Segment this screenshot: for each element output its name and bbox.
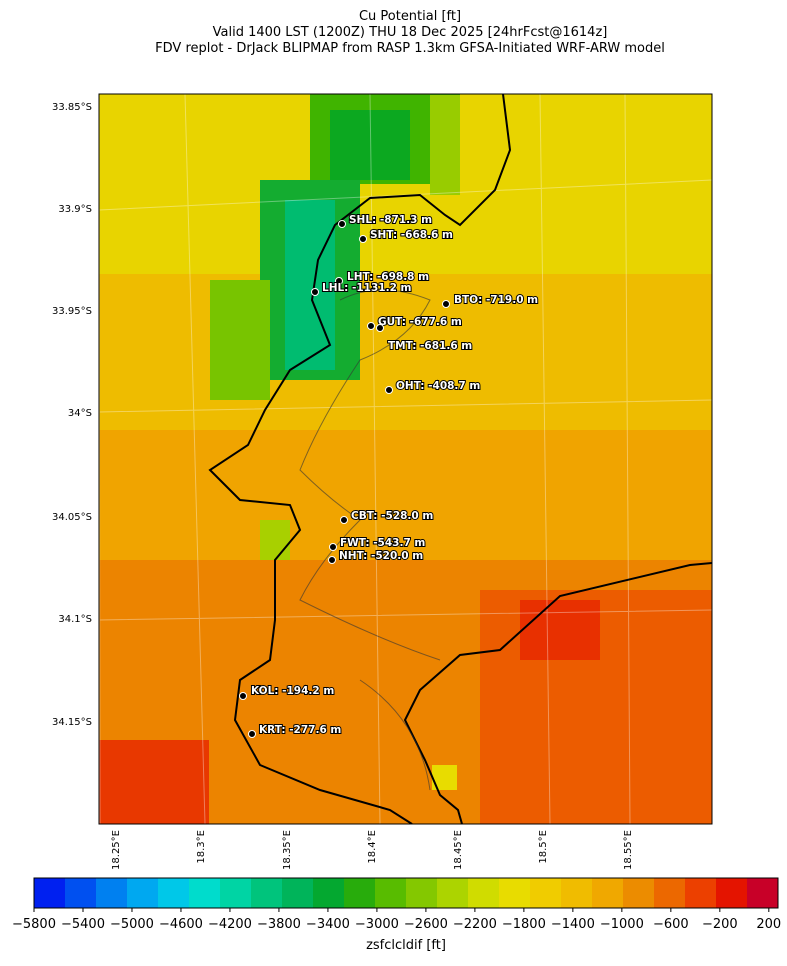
- title-line: Valid 1400 LST (1200Z) THU 18 Dec 2025 […: [213, 25, 608, 40]
- station-dot: [311, 288, 319, 296]
- stations: SHL: -871.3 m SHT: -668.6 m LHT: -698.8 mL…: [239, 213, 539, 738]
- lon-label: 18.4°E: [367, 830, 378, 864]
- colorbar-tick-label: −3400: [306, 917, 350, 932]
- lat-label: 33.85°S: [52, 102, 92, 113]
- colorbar-swatch: [34, 878, 66, 908]
- colorbar-swatch: [592, 878, 624, 908]
- station-label: NHT: -520.0 m: [339, 550, 423, 562]
- colorbar-swatch: [499, 878, 531, 908]
- station-dot: [248, 730, 256, 738]
- colorbar-swatch: [127, 878, 159, 908]
- station-dot: [335, 277, 343, 285]
- lat-label: 33.95°S: [52, 306, 92, 317]
- colorbar-swatch: [685, 878, 717, 908]
- colorbar-swatch: [65, 878, 97, 908]
- colorbar: −5800 −5400 −5000 −4600 −4200 −3800 −3400 −3000…: [12, 877, 781, 932]
- colorbar-swatch: [158, 878, 190, 908]
- colorbar-swatch: [282, 878, 314, 908]
- station-dot: [376, 324, 384, 332]
- colorbar-swatch: [375, 878, 407, 908]
- colorbar-swatch: [251, 878, 283, 908]
- station-dot: [385, 386, 393, 394]
- colorbar-tick-label: −600: [653, 917, 689, 932]
- station-label: LHT: -698.8 m: [347, 271, 429, 283]
- station-label: LHL: -1131.2 m: [322, 282, 412, 294]
- colorbar-swatch: [530, 878, 562, 908]
- colorbar-swatch: [747, 878, 779, 908]
- colorbar-tick-label: −4600: [159, 917, 203, 932]
- colorbar-swatch: [468, 878, 500, 908]
- lon-label: 18.5°E: [538, 830, 549, 864]
- station-label: BTO: -719.0 m: [454, 294, 538, 306]
- station-label: OHT: -408.7 m: [396, 380, 480, 392]
- colorbar-swatch: [623, 878, 655, 908]
- colorbar-tick-label: −1400: [551, 917, 595, 932]
- colorbar-tick-label: 200: [756, 917, 781, 932]
- station-dot: [367, 322, 375, 330]
- station-dot: [442, 300, 450, 308]
- lon-label: 18.45°E: [453, 830, 464, 870]
- lon-label: 18.25°E: [111, 830, 122, 870]
- colorbar-tick-label: −2200: [453, 917, 497, 932]
- station-dot: [239, 692, 247, 700]
- map-frame: [98, 93, 713, 825]
- lat-label: 34.1°S: [58, 614, 92, 625]
- station-label: FWT: -543.7 m: [340, 537, 425, 549]
- colorbar-swatch: [189, 878, 221, 908]
- station-dot: [359, 235, 367, 243]
- station-dot: [340, 516, 348, 524]
- colorbar-tick-label: −5400: [61, 917, 105, 932]
- lon-label: 18.35°E: [282, 830, 293, 870]
- station-dot: [328, 556, 336, 564]
- colorbar-swatch: [654, 878, 686, 908]
- station-dot: [329, 543, 337, 551]
- lat-label: 34.05°S: [52, 512, 92, 523]
- colorbar-swatch: [406, 878, 438, 908]
- lat-label: 34.15°S: [52, 717, 92, 728]
- map-field: [99, 94, 712, 824]
- colorbar-label: zsfclcldif [ft]: [366, 938, 446, 953]
- station-label: KOL: -194.2 m: [251, 685, 334, 697]
- colorbar-tick-label: −5000: [110, 917, 154, 932]
- colorbar-tick-label: −3800: [257, 917, 301, 932]
- lat-label: 34°S: [68, 408, 92, 419]
- colorbar-frame: [33, 877, 779, 909]
- colorbar-swatch: [313, 878, 345, 908]
- colorbar-swatch: [437, 878, 469, 908]
- colorbar-tick-label: −200: [702, 917, 738, 932]
- colorbar-tick-label: −2600: [404, 917, 448, 932]
- station-label: SHT: -668.6 m: [370, 229, 453, 241]
- station-dot: [338, 220, 346, 228]
- colorbar-tick-label: −1000: [600, 917, 644, 932]
- colorbar-tick-label: −4200: [208, 917, 252, 932]
- colorbar-swatch: [96, 878, 128, 908]
- colorbar-tick-label: −1800: [502, 917, 546, 932]
- lat-labels: 33.85°S 33.9°S 33.95°S 34°S 34.05°S 34.1°S 34.…: [52, 102, 92, 728]
- station-label: CBT: -528.0 m: [351, 510, 433, 522]
- lon-label: 18.3°E: [196, 830, 207, 864]
- title: Cu Potential [ft] Valid 1400 LST (1200Z)…: [155, 9, 665, 56]
- lon-labels: 18.25°E 18.3°E 18.35°E 18.4°E 18.45°E 18.5°E 1…: [111, 830, 634, 870]
- colorbar-swatch: [220, 878, 252, 908]
- station-label: GUT: -677.6 m: [378, 316, 462, 328]
- lat-label: 33.9°S: [58, 204, 92, 215]
- colorbar-tick-label: −5800: [12, 917, 56, 932]
- title-line: FDV replot - DrJack BLIPMAP from RASP 1.…: [155, 41, 665, 56]
- colorbar-tick-label: −3000: [355, 917, 399, 932]
- title-line: Cu Potential [ft]: [359, 9, 461, 24]
- station-label: SHL: -871.3 m: [349, 214, 432, 226]
- colorbar-swatch: [561, 878, 593, 908]
- colorbar-swatch: [344, 878, 376, 908]
- station-label: KRT: -277.6 m: [259, 724, 341, 736]
- station-label: TMT: -681.6 m: [388, 340, 472, 352]
- lon-label: 18.55°E: [623, 830, 634, 870]
- colorbar-swatch: [716, 878, 748, 908]
